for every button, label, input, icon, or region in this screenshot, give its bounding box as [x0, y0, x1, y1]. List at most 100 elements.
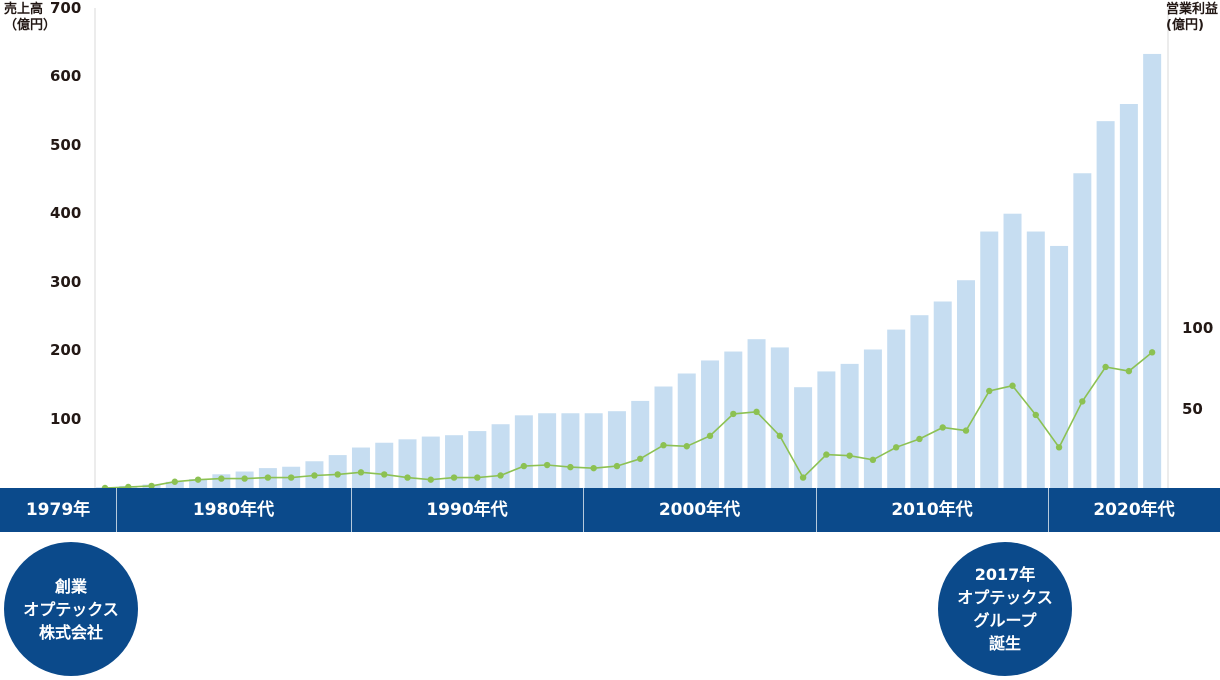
- sales-bar: [351, 447, 370, 488]
- profit-line: [104, 351, 1153, 488]
- period-1980s: 1980年代: [192, 500, 275, 520]
- profit-point: [543, 461, 551, 469]
- period-divider: [116, 488, 117, 532]
- sales-bar: [538, 413, 557, 488]
- period-1979: 1979年: [25, 500, 91, 520]
- sales-bar: [607, 411, 626, 488]
- left-tick-100: 100: [50, 410, 82, 428]
- sales-bar: [491, 424, 510, 488]
- right-tick-50: 50: [1182, 400, 1203, 418]
- right-axis-title: 営業利益 (億円): [1166, 2, 1219, 33]
- profit-point: [171, 478, 179, 485]
- milestone-founding-line: 株式会社: [38, 622, 103, 642]
- sales-profit-chart: [94, 8, 1169, 488]
- profit-point: [846, 452, 853, 459]
- sales-bar: [1050, 245, 1069, 488]
- profit-point: [241, 475, 248, 482]
- profit-point: [1055, 444, 1063, 451]
- profit-point: [311, 472, 318, 479]
- profit-point: [148, 482, 155, 488]
- profit-point: [753, 408, 760, 416]
- sales-bar: [677, 373, 696, 488]
- profit-point: [637, 455, 644, 462]
- profit-point: [1125, 367, 1133, 375]
- profit-point: [450, 474, 458, 481]
- sales-bar: [654, 386, 673, 488]
- left-tick-700: 700: [50, 0, 82, 17]
- left-tick-500: 500: [50, 136, 82, 154]
- profit-point: [194, 476, 202, 483]
- sales-bar: [1119, 104, 1138, 488]
- period-2010s: 2010年代: [891, 500, 973, 520]
- milestone-founding-line: オプテックス: [23, 599, 119, 619]
- profit-point: [1009, 382, 1016, 389]
- sales-bar: [631, 400, 650, 488]
- profit-point: [287, 474, 295, 481]
- profit-point: [1148, 349, 1156, 356]
- profit-point: [567, 463, 574, 471]
- sales-bar: [1026, 231, 1045, 488]
- period-divider: [351, 488, 352, 532]
- profit-point: [427, 476, 434, 483]
- sales-bar: [863, 349, 882, 488]
- profit-point: [381, 471, 388, 478]
- profit-point: [683, 443, 690, 450]
- profit-point: [474, 474, 481, 481]
- profit-point: [939, 424, 946, 431]
- profit-point: [916, 435, 923, 443]
- period-2000s: 2000年代: [658, 500, 741, 520]
- period-1990s: 1990年代: [426, 500, 508, 520]
- sales-bar: [468, 431, 487, 488]
- period-2020s: 2020年代: [1093, 500, 1175, 520]
- milestone-group-line: 誕生: [988, 634, 1021, 653]
- milestone-group-line: グループ: [973, 611, 1037, 630]
- profit-point: [497, 472, 504, 479]
- profit-point: [799, 474, 807, 481]
- profit-point: [962, 427, 970, 434]
- profit-point: [125, 483, 132, 488]
- profit-point: [520, 462, 528, 470]
- right-tick-100: 100: [1182, 319, 1214, 337]
- profit-point: [823, 451, 830, 458]
- profit-point: [1102, 363, 1109, 371]
- sales-bar: [794, 387, 813, 488]
- sales-bar: [1003, 213, 1022, 488]
- sales-bar: [189, 479, 208, 488]
- sales-bar: [375, 442, 394, 488]
- sales-bar: [770, 347, 789, 488]
- left-tick-400: 400: [50, 204, 82, 222]
- sales-bar: [561, 413, 580, 488]
- sales-bar: [887, 329, 906, 488]
- milestone-group-line: 2017年: [974, 565, 1036, 584]
- milestone-founding: 創業 オプテックス 株式会社: [4, 542, 138, 676]
- profit-point: [986, 387, 993, 395]
- sales-bar: [514, 415, 533, 488]
- profit-point: [706, 432, 714, 440]
- milestone-group-line: オプテックス: [957, 588, 1053, 607]
- sales-bar: [980, 231, 999, 488]
- sales-bar: [1096, 121, 1115, 488]
- sales-bar: [421, 436, 440, 488]
- profit-point: [613, 462, 621, 470]
- profit-point: [590, 464, 597, 472]
- sales-bar: [1073, 173, 1092, 488]
- sales-bar: [724, 351, 743, 488]
- left-axis-title: 売上高 （億円）: [4, 2, 57, 33]
- sales-bar: [817, 371, 836, 488]
- sales-bar: [398, 439, 417, 488]
- sales-bar: [956, 280, 975, 488]
- profit-point: [264, 474, 272, 481]
- profit-point: [892, 444, 900, 451]
- left-tick-200: 200: [50, 341, 82, 359]
- profit-point: [357, 469, 365, 476]
- period-divider: [816, 488, 817, 532]
- profit-point: [869, 456, 877, 464]
- period-divider: [583, 488, 584, 532]
- profit-point: [776, 432, 784, 440]
- profit-point: [101, 484, 109, 488]
- profit-point: [1079, 398, 1086, 405]
- left-tick-300: 300: [50, 273, 82, 291]
- period-band: 1979年 1980年代 1990年代 2000年代 2010年代 2020年代: [0, 488, 1220, 532]
- period-divider: [1048, 488, 1049, 532]
- profit-point: [1032, 411, 1040, 419]
